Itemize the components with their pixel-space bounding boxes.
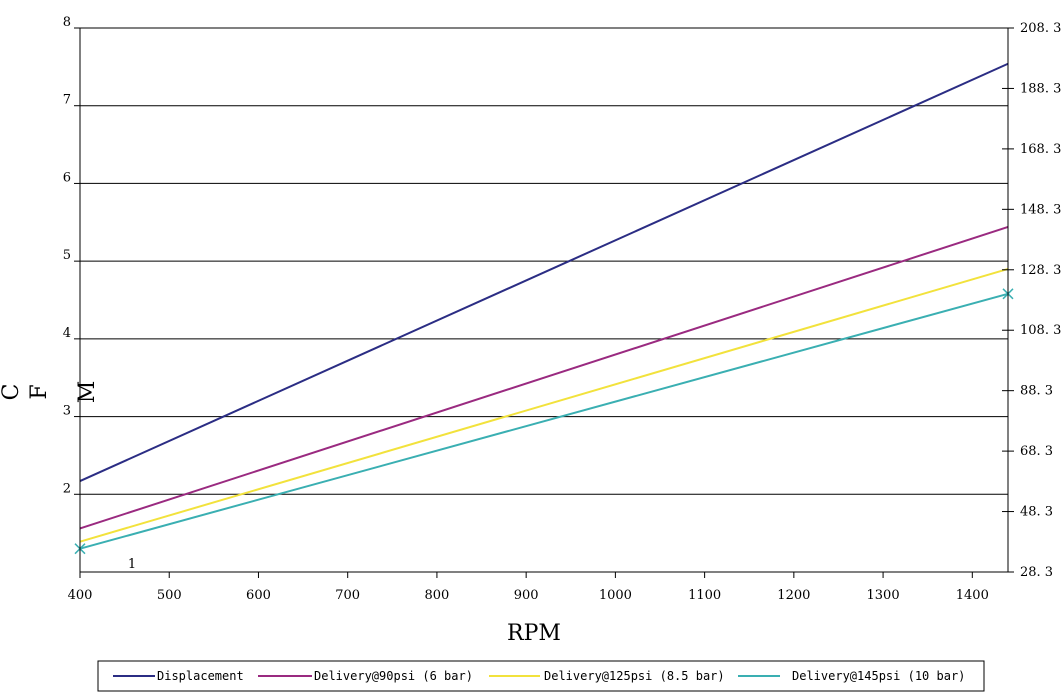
labels: 2 3 4 5 6 7 8 28. 3 48. 3 68. 3 88. 3 108. 3 128. 3 1… — [0, 15, 1061, 646]
y-right-tick-label: 188. 3 — [1020, 81, 1061, 96]
legend-label-1: Delivery@90psi (6 bar) — [314, 669, 473, 683]
y-axis-title-char: F — [27, 384, 52, 399]
y-left-tick-label: 2 — [63, 481, 71, 496]
x-tick-label: 600 — [246, 588, 271, 603]
y-right-tick-label: 148. 3 — [1020, 202, 1061, 217]
legend-box — [97, 660, 985, 692]
y-axis-title-char: C — [0, 384, 24, 401]
legend: Displacement Delivery@90psi (6 bar) Delive… — [97, 660, 985, 692]
y-left-tick-label: 7 — [63, 93, 71, 108]
x-tick-label: 1300 — [867, 588, 900, 603]
y-right-tick-label: 128. 3 — [1020, 263, 1061, 278]
series-lines — [74, 62, 1014, 555]
y-right-tick-label: 168. 3 — [1020, 142, 1061, 157]
legend-label-3: Delivery@145psi (10 bar) — [792, 669, 965, 683]
y-right-tick-label: 48. 3 — [1020, 505, 1053, 520]
y-right-tick-label: 108. 3 — [1020, 323, 1061, 338]
x-axis-title: RPM — [507, 621, 561, 646]
y-left-tick-label: 5 — [63, 248, 71, 263]
grid — [80, 27, 1008, 495]
y-right-tick-label: 88. 3 — [1020, 384, 1053, 399]
y-left-tick-label: 3 — [63, 404, 71, 419]
y-left-tick-label: 6 — [63, 170, 71, 185]
y-left-tick-label: 8 — [63, 15, 71, 30]
y-right-tick-label: 68. 3 — [1020, 444, 1053, 459]
legend-label-2: Delivery@125psi (8.5 bar) — [544, 669, 725, 683]
x-tick-label: 800 — [425, 588, 450, 603]
y-left-tick-label: 4 — [63, 326, 71, 341]
x-tick-label: 1400 — [956, 588, 989, 603]
x-tick-label: 900 — [514, 588, 539, 603]
annotation-label: 1 — [128, 557, 136, 572]
x-tick-label: 400 — [68, 588, 93, 603]
y-axis-title-char: M — [75, 381, 100, 404]
x-tick-label: 500 — [157, 588, 182, 603]
x-tick-label: 700 — [335, 588, 360, 603]
y-right-tick-label: 28. 3 — [1020, 565, 1053, 580]
series-line-0 — [79, 62, 1009, 482]
legend-label-0: Displacement — [157, 669, 244, 683]
x-tick-label: 1100 — [688, 588, 721, 603]
x-tick-label: 1000 — [599, 588, 632, 603]
series-line-2 — [79, 267, 1009, 543]
x-tick-label: 1200 — [777, 588, 810, 603]
series-line-1 — [79, 225, 1009, 530]
series-line-3 — [79, 292, 1009, 550]
axes — [74, 27, 1014, 578]
y-right-tick-label: 208. 3 — [1020, 21, 1061, 36]
